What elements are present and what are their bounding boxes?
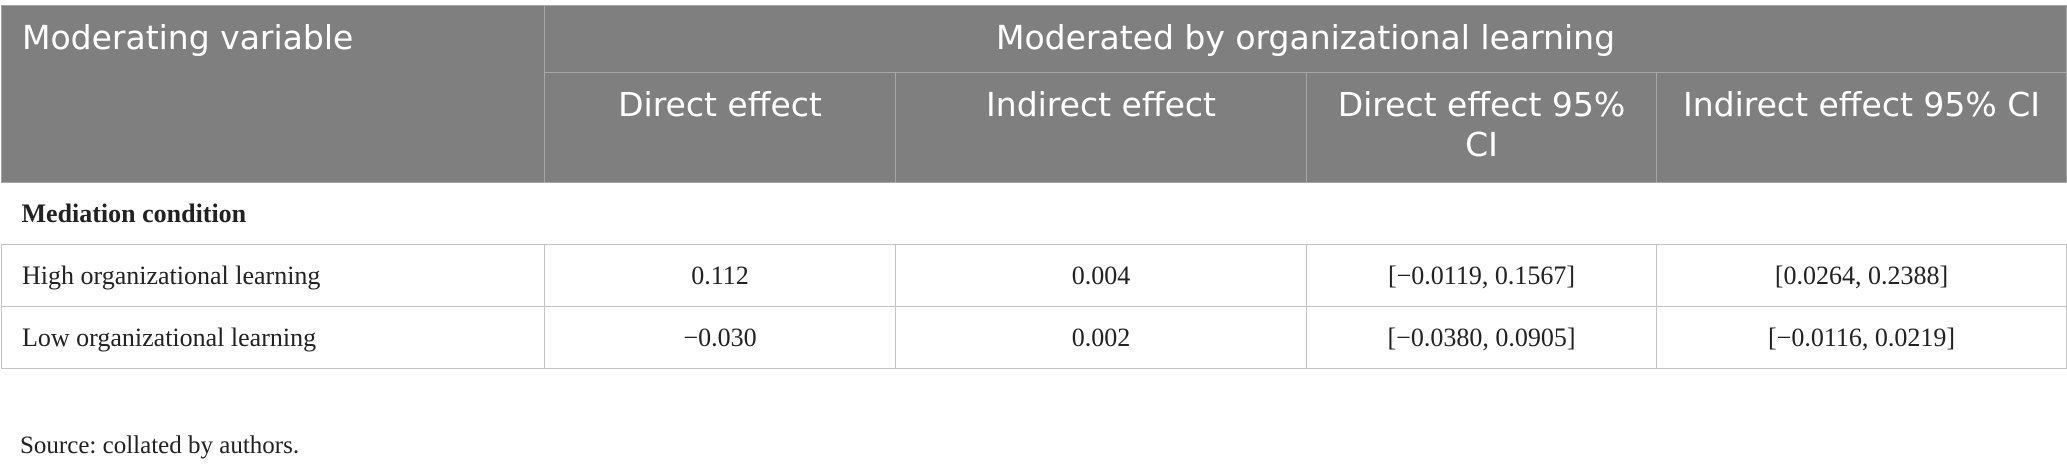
column-header: Indirect effect 95% CI bbox=[1655, 72, 2067, 183]
row-label-header: Moderating variable bbox=[1, 5, 545, 183]
cell: 0.112 bbox=[544, 244, 896, 307]
column-header: Indirect effect bbox=[895, 72, 1307, 183]
cell: 0.004 bbox=[895, 244, 1307, 307]
results-table: Moderating variable Moderated by organiz… bbox=[1, 5, 2067, 369]
section-label: Mediation condition bbox=[1, 182, 2067, 245]
cell: [−0.0119, 0.1567] bbox=[1306, 244, 1657, 307]
row-label: Low organizational learning bbox=[1, 306, 545, 369]
cell: [0.0264, 0.2388] bbox=[1655, 244, 2067, 307]
column-header: Direct effect bbox=[544, 72, 896, 183]
cell: 0.002 bbox=[895, 306, 1307, 369]
row-label: High organizational learning bbox=[1, 244, 545, 307]
source-note: Source: collated by authors. bbox=[20, 432, 300, 459]
cell: [−0.0116, 0.0219] bbox=[1655, 306, 2067, 369]
column-header: Direct effect 95% CI bbox=[1306, 72, 1657, 183]
cell: [−0.0380, 0.0905] bbox=[1306, 306, 1657, 369]
group-header: Moderated by organizational learning bbox=[543, 5, 2067, 73]
cell: −0.030 bbox=[544, 306, 896, 369]
